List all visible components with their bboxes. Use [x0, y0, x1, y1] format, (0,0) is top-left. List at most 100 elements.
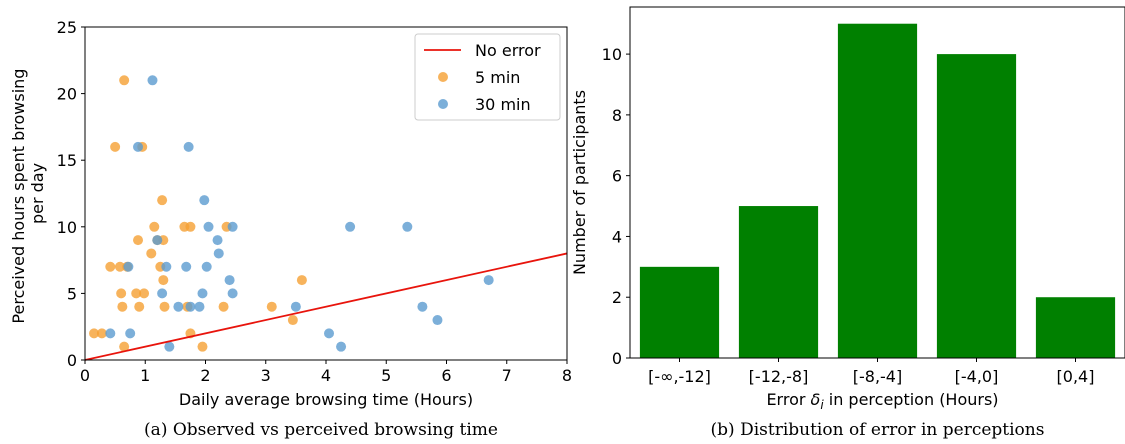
scatter-point-5min: [185, 221, 196, 232]
scatter-point-30min: [147, 75, 158, 86]
scatter-point-30min: [227, 288, 238, 299]
scatter-x-tick-label: 6: [441, 366, 451, 385]
scatter-point-30min: [164, 341, 175, 352]
scatter-point-30min: [483, 275, 494, 286]
scatter-x-tick-label: 7: [502, 366, 512, 385]
scatter-x-tick-label: 8: [562, 366, 572, 385]
scatter-point-30min: [213, 248, 224, 259]
scatter-point-30min: [152, 235, 163, 246]
scatter-point-30min: [123, 261, 134, 272]
scatter-point-5min: [96, 328, 107, 339]
bar-series: [639, 23, 1116, 359]
scatter-point-30min: [105, 328, 116, 339]
scatter-point-5min: [119, 341, 130, 352]
scatter-point-30min: [203, 221, 214, 232]
legend-30min-swatch: [438, 99, 448, 109]
bar: [738, 206, 819, 358]
scatter-point-30min: [183, 141, 194, 152]
scatter-point-5min: [197, 341, 208, 352]
bar-y-ticks: 0 2 4 6 8 10: [602, 45, 630, 368]
bar-x-axis-label-subscript: i: [820, 398, 824, 412]
scatter-point-5min: [119, 75, 130, 86]
scatter-point-5min: [266, 301, 277, 312]
scatter-point-5min: [157, 195, 168, 206]
bar-y-axis-label: Number of participants: [570, 90, 589, 275]
no-error-line: [84, 252, 568, 361]
scatter-x-tick-label: 1: [140, 366, 150, 385]
bar-x-axis-label-start: Error: [766, 390, 810, 409]
scatter-point-5min: [133, 235, 144, 246]
scatter-caption: (a) Observed vs perceived browsing time: [144, 420, 498, 440]
scatter-point-5min: [159, 301, 170, 312]
legend-5min-swatch: [438, 72, 448, 82]
scatter-y-axis-label-line-1: Perceived hours spent browsing: [9, 69, 28, 324]
bar: [837, 23, 918, 358]
scatter-point-30min: [181, 261, 192, 272]
scatter-point-30min: [185, 301, 196, 312]
bar-x-tick-label: [-12,-8]: [749, 367, 809, 386]
bar-x-axis-label-variable: δ: [811, 390, 821, 409]
scatter-point-5min: [114, 261, 125, 272]
scatter-point-30min: [161, 261, 172, 272]
scatter-point-30min: [290, 301, 301, 312]
scatter-point-5min: [287, 315, 298, 326]
bar-y-tick-label: 8: [612, 106, 622, 125]
scatter-point-30min: [197, 288, 208, 299]
bar: [639, 266, 720, 358]
scatter-x-tick-label: 5: [381, 366, 391, 385]
scatter-point-30min: [402, 221, 413, 232]
scatter-y-tick-label: 20: [57, 85, 77, 104]
scatter-x-tick-label: 4: [321, 366, 331, 385]
scatter-point-5min: [105, 261, 116, 272]
scatter-panel: 0 1 2 3 4 5 6 7 8 0 5 10 15 20 25 Daily average brows…: [9, 18, 572, 440]
scatter-point-30min: [125, 328, 136, 339]
bar-y-tick-label: 4: [612, 227, 622, 246]
scatter-point-30min: [227, 221, 238, 232]
bar-x-tick-label: [-∞,-12]: [648, 367, 711, 386]
scatter-point-5min: [149, 221, 160, 232]
bar: [936, 54, 1017, 359]
scatter-point-5min: [158, 275, 169, 286]
scatter-y-axis-label: Perceived hours spent browsing per day: [9, 63, 47, 323]
scatter-x-axis-label: Daily average browsing time (Hours): [179, 390, 473, 409]
scatter-point-30min: [157, 288, 168, 299]
scatter-y-tick-label: 0: [67, 351, 77, 370]
bar-x-tick-label: [0,4]: [1057, 367, 1095, 386]
scatter-x-tick-label: 2: [200, 366, 210, 385]
scatter-points: [89, 75, 494, 352]
bar-caption: (b) Distribution of error in perceptions: [711, 420, 1045, 440]
scatter-point-30min: [199, 195, 210, 206]
bar-y-tick-label: 0: [612, 349, 622, 368]
scatter-x-tick-label: 3: [261, 366, 271, 385]
bar-y-tick-label: 10: [602, 45, 622, 64]
scatter-point-5min: [146, 248, 157, 259]
bar-panel: [-∞,-12] [-12,-8] [-8,-4] [-4,0] [0,4] 0 2 4 6 8…: [570, 6, 1125, 440]
scatter-point-5min: [89, 328, 100, 339]
scatter-x-ticks: 0 1 2 3 4 5 6 7 8: [80, 360, 572, 385]
scatter-y-tick-label: 25: [57, 18, 77, 37]
scatter-point-30min: [432, 315, 443, 326]
bar-x-ticks: [-∞,-12] [-12,-8] [-8,-4] [-4,0] [0,4]: [648, 358, 1094, 386]
scatter-y-axis-label-line-2: per day: [28, 163, 47, 224]
scatter-point-30min: [324, 328, 335, 339]
scatter-point-5min: [139, 288, 150, 299]
scatter-y-tick-label: 5: [67, 284, 77, 303]
bar-x-tick-label: [-8,-4]: [853, 367, 902, 386]
scatter-point-30min: [173, 301, 184, 312]
legend-box: [414, 33, 561, 121]
scatter-point-5min: [296, 275, 307, 286]
scatter-point-30min: [133, 141, 144, 152]
scatter-point-5min: [218, 301, 229, 312]
bar: [1035, 297, 1116, 358]
legend-30min-label: 30 min: [475, 95, 531, 114]
bar-x-tick-label: [-4,0]: [955, 367, 999, 386]
scatter-point-5min: [131, 288, 142, 299]
scatter-y-ticks: 0 5 10 15 20 25: [57, 18, 85, 370]
scatter-point-30min: [345, 221, 356, 232]
scatter-point-5min: [117, 301, 128, 312]
scatter-point-5min: [110, 141, 121, 152]
scatter-y-tick-label: 10: [57, 218, 77, 237]
scatter-y-tick-label: 15: [57, 151, 77, 170]
legend-no-error-label: No error: [475, 41, 541, 60]
bar-y-tick-label: 6: [612, 167, 622, 186]
